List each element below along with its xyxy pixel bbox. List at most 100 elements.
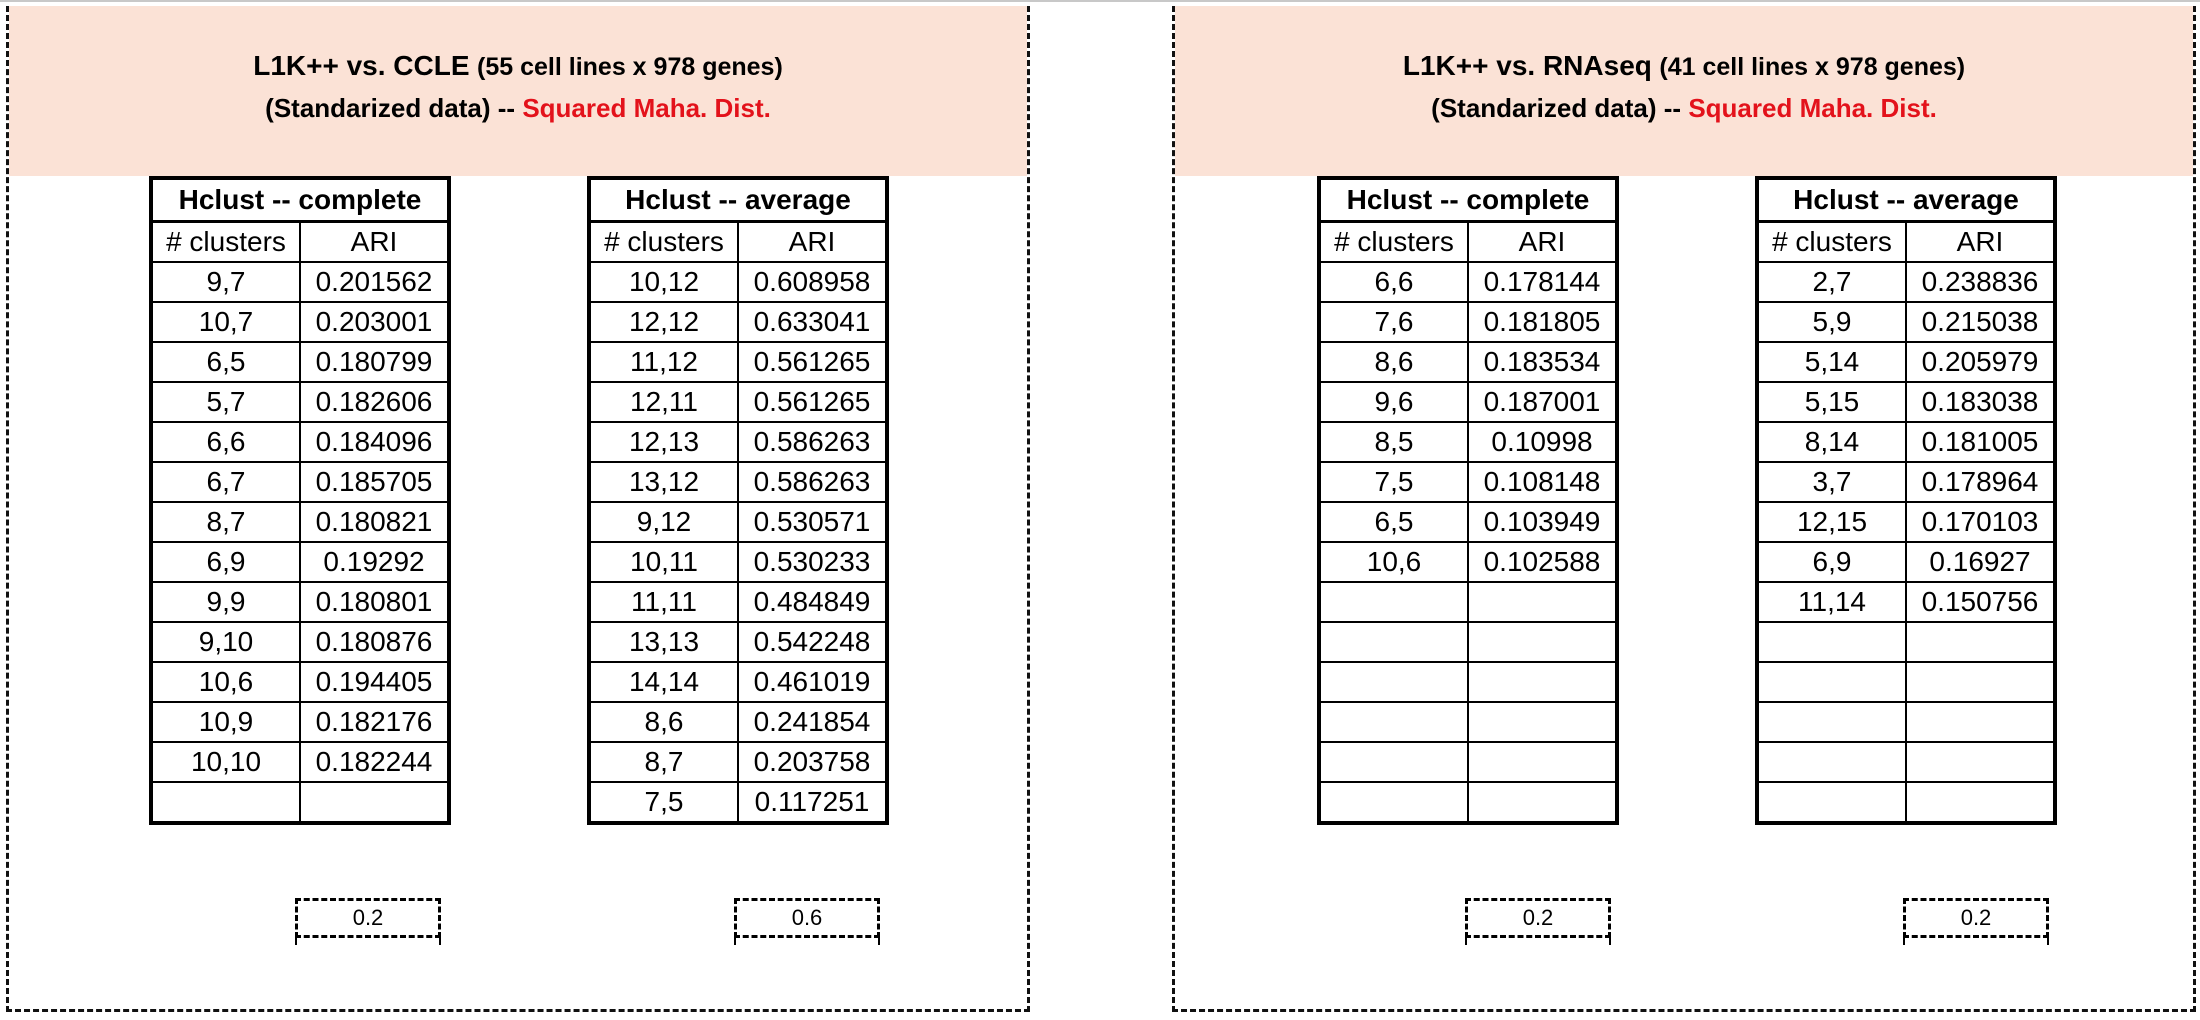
cell-ari: 0.182244 [299,741,450,783]
cell-clusters: 8,14 [1756,421,1907,463]
table-row: 11,12 0.561265 [588,341,888,383]
cell-ari [1467,741,1618,783]
subtitle-red: Squared Maha. Dist. [1688,93,1937,123]
cell-clusters [1756,741,1907,783]
top-border [0,0,2200,2]
cell-clusters: 10,6 [1318,541,1469,583]
table-row [1318,661,1618,703]
cell-ari: 0.633041 [737,301,888,343]
table-row: 5,7 0.182606 [150,381,450,423]
cell-clusters: 14,14 [588,661,739,703]
table-row: 5,9 0.215038 [1756,301,2056,343]
table-row: 10,9 0.182176 [150,701,450,743]
cell-clusters: 6,5 [150,341,301,383]
cell-clusters: 10,7 [150,301,301,343]
table-title: Hclust -- complete [150,177,450,223]
table-row: 9,10 0.180876 [150,621,450,663]
cell-clusters [1756,661,1907,703]
cell-clusters: 11,11 [588,581,739,623]
cell-clusters [1318,741,1469,783]
cell-ari [1905,661,2056,703]
cell-ari: 0.530571 [737,501,888,543]
cell-ari [1905,621,2056,663]
subtitle-red: Squared Maha. Dist. [522,93,771,123]
cell-ari: 0.117251 [737,781,888,824]
cell-clusters: 13,12 [588,461,739,503]
summary-value: 0.2 [1903,898,2049,945]
title-detail: (41 cell lines x 978 genes) [1659,53,1966,81]
cell-clusters [1756,621,1907,663]
subtitle-plain: (Standarized data) -- [265,93,516,123]
cell-ari: 0.180801 [299,581,450,623]
table-row: 10,7 0.203001 [150,301,450,343]
table-row: 6,5 0.103949 [1318,501,1618,543]
table-row: 11,14 0.150756 [1756,581,2056,623]
table-row: 8,6 0.241854 [588,701,888,743]
cell-ari: 0.608958 [737,261,888,303]
cell-clusters: 3,7 [1756,461,1907,503]
table-row: 12,15 0.170103 [1756,501,2056,543]
table-row: 6,5 0.180799 [150,341,450,383]
cell-clusters: 6,9 [150,541,301,583]
summary-value: 0.2 [295,898,441,945]
cell-clusters: 6,9 [1756,541,1907,583]
cell-clusters: 10,11 [588,541,739,583]
table-row [1318,781,1618,824]
cell-clusters: 8,7 [150,501,301,543]
table-row: 8,7 0.180821 [150,501,450,543]
table-row: 10,6 0.194405 [150,661,450,703]
col-header-clusters: # clusters [588,220,739,263]
table-row: 12,13 0.586263 [588,421,888,463]
table-complete: Hclust -- complete # clusters ARI 9,7 0.2… [149,176,451,825]
table-row: 10,11 0.530233 [588,541,888,583]
cell-clusters: 9,9 [150,581,301,623]
cell-clusters [1318,701,1469,743]
table-row [1318,581,1618,623]
cell-clusters: 5,14 [1756,341,1907,383]
table-row: 10,12 0.608958 [588,261,888,303]
title-main: L1K++ vs. CCLE [253,50,470,81]
cell-ari [1467,701,1618,743]
table-row: 10,6 0.102588 [1318,541,1618,583]
table-row: 14,14 0.461019 [588,661,888,703]
cell-ari: 0.187001 [1467,381,1618,423]
cell-clusters: 12,13 [588,421,739,463]
panel-subtitle: (Standarized data) -- Squared Maha. Dist… [1175,93,2193,124]
table-row [1756,621,2056,663]
panel-header: L1K++ vs. CCLE (55 cell lines x 978 gene… [9,6,1027,176]
title-main: L1K++ vs. RNAseq [1402,50,1652,81]
col-header-ari: ARI [1467,220,1618,263]
cell-ari: 0.561265 [737,341,888,383]
table-average: Hclust -- average # clusters ARI 10,12 0.… [587,176,889,825]
panel-header: L1K++ vs. RNAseq (41 cell lines x 978 ge… [1175,6,2193,176]
cell-clusters [150,781,301,824]
cell-clusters: 6,5 [1318,501,1469,543]
cell-clusters [1318,661,1469,703]
table-row [1756,701,2056,743]
cell-ari: 0.180821 [299,501,450,543]
cell-clusters: 12,12 [588,301,739,343]
cell-clusters: 5,15 [1756,381,1907,423]
cell-clusters: 7,6 [1318,301,1469,343]
table-title: Hclust -- average [1756,177,2056,223]
table-row: 5,14 0.205979 [1756,341,2056,383]
cell-ari [299,781,450,824]
cell-clusters: 12,11 [588,381,739,423]
summary-value: 0.6 [734,898,880,945]
cell-clusters: 9,12 [588,501,739,543]
panel-subtitle: (Standarized data) -- Squared Maha. Dist… [9,93,1027,124]
table-row [1756,741,2056,783]
table-row: 7,6 0.181805 [1318,301,1618,343]
table-complete: Hclust -- complete # clusters ARI 6,6 0.1… [1317,176,1619,825]
col-header-ari: ARI [299,220,450,263]
cell-ari: 0.203758 [737,741,888,783]
cell-ari: 0.215038 [1905,301,2056,343]
cell-clusters: 7,5 [1318,461,1469,503]
table-row: 3,7 0.178964 [1756,461,2056,503]
table-row: 13,12 0.586263 [588,461,888,503]
cell-ari [1467,621,1618,663]
table-row: 9,6 0.187001 [1318,381,1618,423]
cell-ari: 0.108148 [1467,461,1618,503]
table-row: 10,10 0.182244 [150,741,450,783]
cell-clusters: 5,9 [1756,301,1907,343]
